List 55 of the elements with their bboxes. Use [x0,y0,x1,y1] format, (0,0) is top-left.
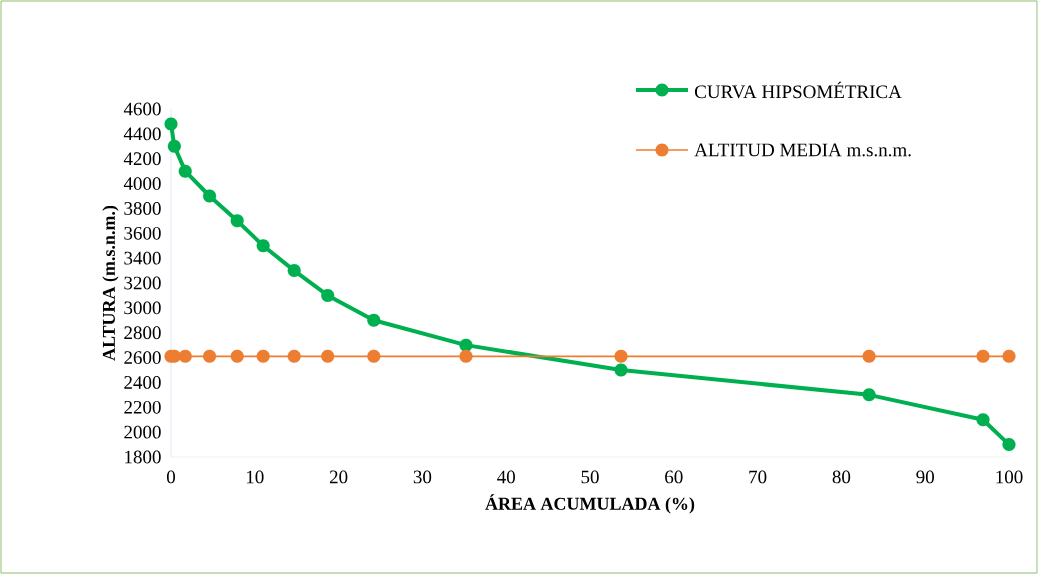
y-tick-label: 1800 [125,450,161,464]
point [1002,438,1016,452]
x-tick-label: 0 [166,470,176,484]
y-tick-label: 2400 [124,376,161,389]
point [287,349,301,363]
y-tick-label: 4200 [123,152,161,166]
point [614,349,628,363]
point [230,214,244,228]
y-tick-label: 2000 [124,425,161,439]
point [367,349,381,363]
x-tick-label: 100 [996,470,1023,484]
x-axis-title: ÁREA ACUMULADA (%) [485,494,695,514]
x-tick-label: 40 [497,470,515,484]
x-tick-label: 90 [916,470,934,484]
point [367,313,381,327]
point [287,264,301,278]
point [202,189,217,203]
point [321,349,335,363]
point [976,349,990,363]
y-tick-label: 3800 [124,202,161,215]
y-tick-label: 2600 [124,351,161,364]
point [230,349,244,363]
x-tick-label: 10 [246,470,264,484]
point [862,388,876,402]
point [862,349,876,363]
point [167,139,181,153]
legend-label: CURVA HIPSOMÉTRICA [694,81,902,99]
point [256,349,270,363]
y-tick-label: 3000 [124,301,161,315]
y-tick-label: 4400 [123,127,161,141]
y-tick-label: 3200 [124,276,161,290]
x-tick-label: 70 [749,470,767,484]
y-tick-label: 4000 [123,177,161,190]
y-tick-label: 2200 [124,400,161,414]
point [459,349,473,363]
y-tick-label: 3600 [124,226,161,240]
x-tick-label: 50 [581,470,599,484]
x-tick-label: 20 [329,470,348,484]
y-tick-label: 2800 [124,326,161,340]
point [256,239,270,253]
point [321,288,335,302]
point [164,117,178,131]
y-axis-title: ALTURA (m.s.n.m.) [102,205,119,361]
point [178,349,192,363]
point [202,349,217,363]
point [976,413,990,427]
point [614,363,628,377]
y-tick-label: 4600 [123,102,161,116]
x-tick-label: 80 [832,470,851,484]
legend-label: ALTITUD MEDIA m.s.n.m. [694,143,911,157]
point [1002,349,1016,363]
y-tick-label: 3400 [124,251,161,265]
x-tick-label: 60 [665,470,683,484]
x-tick-label: 30 [413,470,432,484]
point [178,164,192,178]
